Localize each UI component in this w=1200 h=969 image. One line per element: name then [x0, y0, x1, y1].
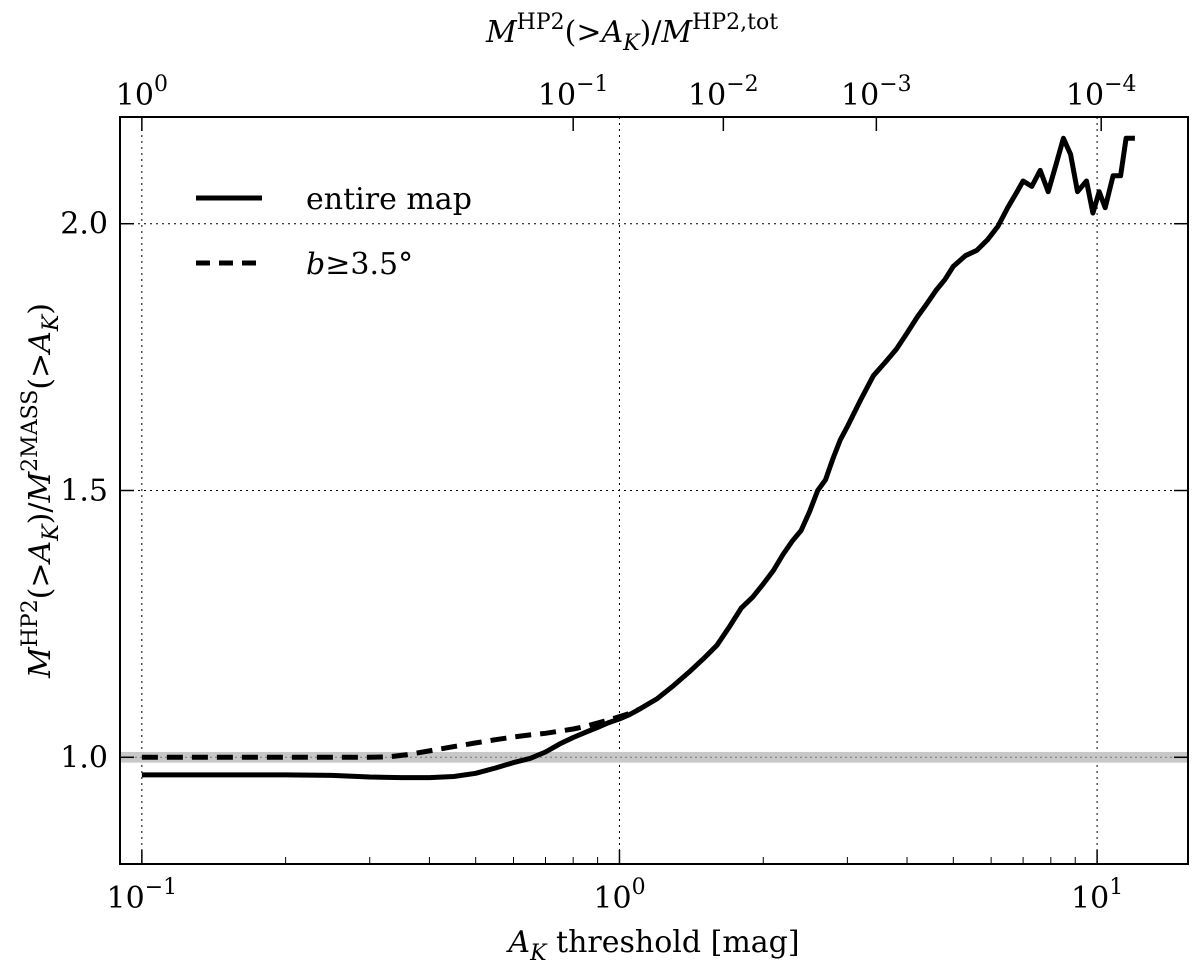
- x-axis-title: AK threshold [mag]: [505, 925, 799, 966]
- series-line-dashed: [141, 707, 641, 760]
- top-tick-label: 10−4: [1066, 72, 1137, 113]
- tick-labels: 10−1 100 101 1.0 1.5 2.0 100 10−1 10−2 10−3 10−4: [60, 72, 1136, 916]
- top-tick-label: 10−3: [841, 72, 912, 113]
- y-tick-label: 2.0: [60, 207, 108, 242]
- series-group: [141, 135, 1135, 781]
- top-tick-label: 10−2: [688, 72, 759, 113]
- x-tick-label: 101: [1071, 875, 1123, 916]
- x-tick-label: 100: [593, 875, 645, 916]
- top-axis-title: MHP2(>AK)/MHP2,tot: [485, 10, 778, 56]
- tick-marks: [119, 117, 1188, 864]
- x-tick-label: 10−1: [107, 875, 178, 916]
- reference-line-group: [120, 751, 1188, 763]
- legend-label: b≥3.5°: [306, 247, 413, 282]
- legend-label: entire map: [306, 182, 472, 217]
- series-line-solid: [141, 135, 1135, 781]
- y-tick-label: 1.0: [60, 740, 108, 775]
- y-axis-title: MHP2(>AK)/M2MASS(>AK): [18, 303, 64, 679]
- reference-band: [120, 751, 1188, 763]
- y-tick-label: 1.5: [60, 474, 108, 509]
- legend: entire map b≥3.5°: [196, 182, 472, 282]
- top-tick-label: 100: [116, 72, 168, 113]
- axis-titles: AK threshold [mag] MHP2(>AK)/MHP2,tot MHP2…: [18, 10, 800, 966]
- top-tick-label: 10−1: [538, 72, 609, 113]
